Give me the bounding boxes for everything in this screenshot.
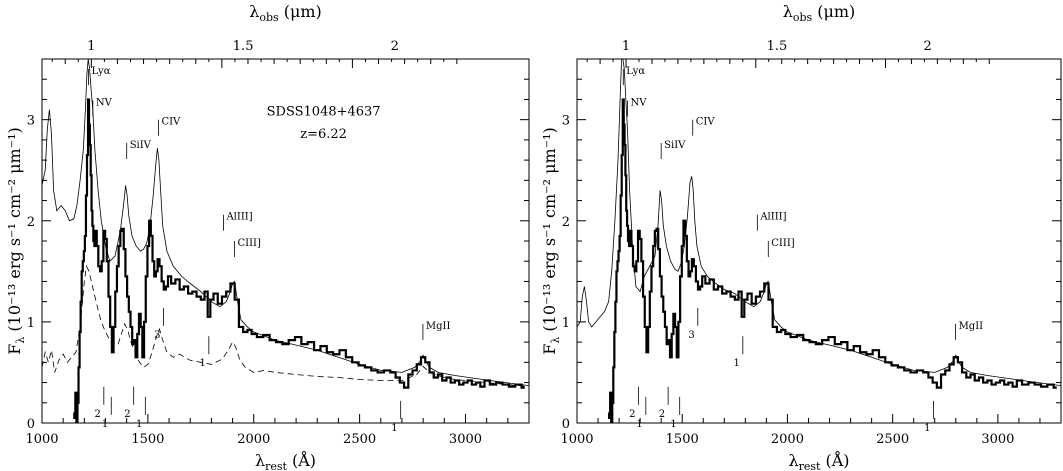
series-group: [577, 59, 1061, 423]
series-group: [42, 59, 529, 423]
absorption-label: 1: [924, 423, 930, 434]
x-tick-label: 2000: [771, 432, 804, 447]
x-tick-label: 2000: [237, 432, 270, 447]
y-tick-label: 0: [562, 417, 570, 432]
x-axis-title: λrest (Å): [788, 450, 849, 471]
absorption-label: 2: [124, 409, 130, 420]
top-tick-label: 2: [923, 39, 931, 54]
redshift-label: z=6.22: [300, 127, 347, 142]
y-axis-title: Fλ (10⁻¹³ erg s⁻¹ cm⁻² μm⁻¹): [540, 127, 562, 355]
absorption-label: 1: [391, 423, 397, 434]
emission-line-label: Lyα: [626, 66, 645, 77]
y-tick-label: 2: [27, 215, 35, 230]
series-thick: [73, 98, 525, 423]
emission-line-label: CIV: [161, 117, 181, 128]
absorption-label: 3: [154, 330, 160, 341]
x-tick-label: 2500: [876, 432, 909, 447]
y-tick-label: 2: [562, 215, 570, 230]
absorption-label: 2: [94, 409, 100, 420]
x-tick-label: 2500: [343, 432, 376, 447]
y-axis-title: Fλ (10⁻¹³ erg s⁻¹ cm⁻² μm⁻¹): [5, 127, 27, 355]
x-tick-label: 1500: [666, 432, 699, 447]
y-tick-label: 1: [562, 316, 570, 331]
x-axis-title: λrest (Å): [255, 450, 316, 471]
top-axis-title: λobs (μm): [249, 2, 322, 24]
emission-line-label: CIII]: [237, 238, 261, 249]
emission-line-label: Lyα: [92, 66, 111, 77]
object-name: SDSS1048+4637: [267, 105, 381, 120]
absorption-label: 2: [659, 409, 665, 420]
absorption-label: 1: [670, 419, 676, 430]
absorption-label: 1: [733, 358, 739, 369]
emission-line-label: SiIV: [130, 140, 152, 151]
emission-line-label: MgII: [426, 321, 451, 332]
x-tick-label: 3000: [981, 432, 1014, 447]
top-axis-title: λobs (μm): [783, 2, 856, 24]
emission-line-label: SiIV: [664, 140, 686, 151]
absorption-label: 2: [629, 409, 635, 420]
absorption-label: 1: [102, 419, 108, 430]
plot-frame: [576, 58, 1062, 424]
series-thin: [42, 59, 529, 386]
x-tick-label: 1000: [25, 432, 58, 447]
y-tick-label: 1: [27, 316, 35, 331]
absorption-label: 3: [688, 330, 694, 341]
emission-line-label: AlIII]: [225, 212, 252, 223]
top-tick-label: 1.5: [233, 39, 254, 54]
y-tick-label: 3: [562, 114, 570, 129]
x-tick-label: 1000: [560, 432, 593, 447]
y-tick-label: 0: [27, 417, 35, 432]
top-tick-label: 1.5: [767, 39, 788, 54]
series-thick: [607, 98, 1057, 423]
top-tick-label: 1: [87, 39, 95, 54]
series-dashed: [42, 264, 529, 387]
emission-line-label: NV: [96, 97, 113, 108]
emission-line-label: CIII]: [771, 238, 795, 249]
absorption-label: 1: [136, 419, 142, 430]
top-tick-label: 1: [622, 39, 630, 54]
x-tick-label: 3000: [449, 432, 482, 447]
series-thin: [577, 59, 1061, 386]
emission-line-label: CIV: [696, 117, 716, 128]
y-tick-label: 3: [27, 114, 35, 129]
top-tick-label: 2: [391, 39, 399, 54]
absorption-label: 1: [199, 358, 205, 369]
emission-line-label: NV: [631, 97, 648, 108]
emission-line-label: AlIII]: [759, 212, 786, 223]
x-tick-label: 1500: [131, 432, 164, 447]
absorption-label: 1: [636, 419, 642, 430]
emission-line-label: MgII: [959, 321, 984, 332]
